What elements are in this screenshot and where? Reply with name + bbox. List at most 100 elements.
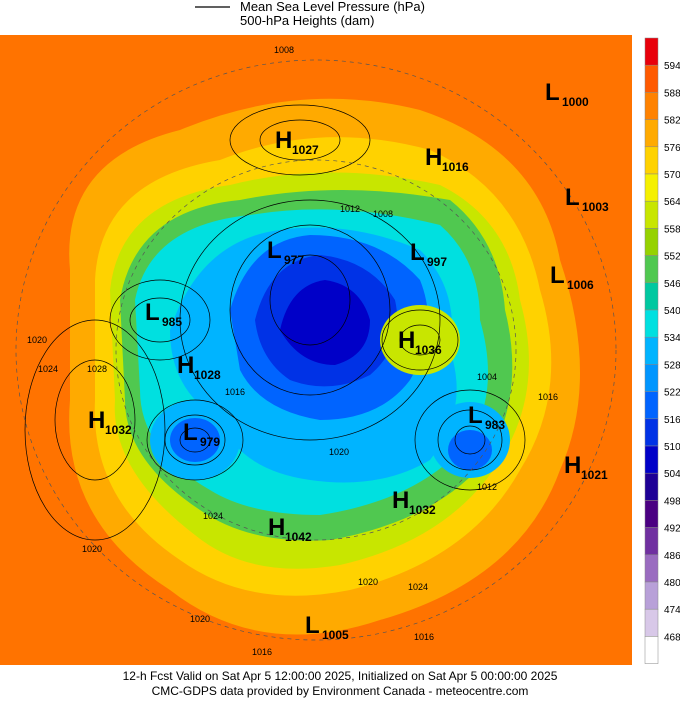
colorbar-swatch <box>644 173 659 202</box>
colorbar-label: 528 <box>664 360 680 371</box>
colorbar-swatch <box>644 282 659 311</box>
colorbar-label: 504 <box>664 469 680 480</box>
pressure-center-type: L <box>305 612 320 639</box>
colorbar-label: 522 <box>664 388 680 399</box>
colorbar-swatch <box>644 309 659 338</box>
colorbar-swatch <box>644 364 659 392</box>
pressure-center-type: L <box>550 262 565 289</box>
pressure-center-value: 985 <box>162 315 182 329</box>
colorbar-swatch <box>644 581 659 610</box>
isobar-label: 1020 <box>82 544 102 554</box>
isobar-label: 1020 <box>27 335 47 345</box>
isobars <box>15 59 617 641</box>
colorbar-swatch <box>644 500 659 528</box>
colorbar-label: 588 <box>664 88 680 99</box>
pressure-center-type: H <box>398 327 415 354</box>
colorbar-label: 516 <box>664 415 680 426</box>
pressure-center-type: L <box>565 184 580 211</box>
colorbar-swatch <box>644 418 659 447</box>
colorbar-swatch <box>644 200 659 229</box>
colorbar-label: 486 <box>664 551 680 562</box>
colorbar-swatch <box>644 146 659 175</box>
height-field <box>0 35 632 665</box>
pressure-center-value: 1027 <box>292 143 319 157</box>
isobar-label: 1008 <box>274 45 294 55</box>
colorbar-swatch <box>644 228 659 256</box>
colorbar-swatch <box>644 445 659 474</box>
colorbar-label: 558 <box>664 224 680 235</box>
pressure-center-type: H <box>392 487 409 514</box>
colorbar-swatch <box>644 391 659 420</box>
isobar-label: 1020 <box>190 614 210 624</box>
pressure-center-value: 977 <box>284 253 304 267</box>
colorbar-swatch <box>644 636 659 664</box>
pressure-center-value: 1032 <box>409 503 436 517</box>
colorbar-label: 546 <box>664 279 680 290</box>
colorbar-label: 510 <box>664 442 680 453</box>
pressure-center-type: L <box>183 419 198 446</box>
pressure-center-type: H <box>88 407 105 434</box>
colorbar-label: 480 <box>664 578 680 589</box>
pressure-center-value: 1021 <box>581 468 608 482</box>
isobar-label: 1016 <box>538 392 558 402</box>
pressure-center-type: L <box>267 237 282 264</box>
colorbar-label: 534 <box>664 333 680 344</box>
colorbar-label: 564 <box>664 197 680 208</box>
colorbar-swatch <box>644 255 659 284</box>
pressure-center-value: 997 <box>427 255 447 269</box>
colorbar-swatch <box>644 64 659 93</box>
isobar-label: 1024 <box>408 582 428 592</box>
colorbar-label: 570 <box>664 170 680 181</box>
colorbar-label: 576 <box>664 143 680 154</box>
pressure-center-type: H <box>425 144 442 171</box>
isobar-label: 1016 <box>225 387 245 397</box>
isobar-label: 1004 <box>477 372 497 382</box>
isobar-label: 1016 <box>252 647 272 657</box>
pressure-center-value: 1005 <box>322 628 349 642</box>
pressure-center-type: L <box>545 79 560 106</box>
isobar-label: 1012 <box>340 204 360 214</box>
pressure-center-value: 983 <box>485 418 505 432</box>
colorbar-swatch <box>644 92 659 120</box>
legend-line-label: Mean Sea Level Pressure (hPa) <box>240 0 425 14</box>
legend-fill-label: 500-hPa Heights (dam) <box>240 13 374 28</box>
colorbar-swatch <box>644 336 659 365</box>
colorbar-label: 468 <box>664 632 680 643</box>
colorbar-swatch <box>644 472 659 501</box>
pressure-center-type: H <box>268 514 285 541</box>
pressure-center-value: 1042 <box>285 530 312 544</box>
pressure-center-type: H <box>564 452 581 479</box>
colorbar-swatch <box>644 37 659 66</box>
colorbar-swatch <box>644 554 659 583</box>
pressure-center-type: L <box>145 299 160 326</box>
pressure-center-value: 1032 <box>105 423 132 437</box>
pressure-center-type: L <box>410 239 425 266</box>
colorbar-label: 498 <box>664 496 680 507</box>
pressure-center-type: L <box>468 402 483 429</box>
pressure-center-value: 1016 <box>442 160 469 174</box>
pressure-center-value: 1003 <box>582 200 609 214</box>
colorbar-label: 594 <box>664 61 680 72</box>
pressure-center-value: 979 <box>200 435 220 449</box>
pressure-center-type: H <box>275 127 292 154</box>
isobar-label: 1020 <box>358 577 378 587</box>
footer-line: 12-h Fcst Valid on Sat Apr 5 12:00:00 20… <box>123 669 558 683</box>
isobar-label: 1016 <box>414 632 434 642</box>
colorbar-swatch <box>644 119 659 148</box>
pressure-center-value: 1028 <box>194 368 221 382</box>
pressure-center-value: 1036 <box>415 343 442 357</box>
isobar-label: 1012 <box>477 482 497 492</box>
pressure-center-type: H <box>177 352 194 379</box>
colorbar-label: 552 <box>664 252 680 263</box>
colorbar-label: 474 <box>664 605 680 616</box>
isobar-label: 1020 <box>329 447 349 457</box>
colorbar-label: 540 <box>664 306 680 317</box>
pressure-center-value: 1006 <box>567 278 594 292</box>
isobar-label: 1024 <box>38 364 58 374</box>
pressure-center-value: 1000 <box>562 95 589 109</box>
footer-line: CMC-GDPS data provided by Environment Ca… <box>152 684 529 698</box>
isobar-label: 1024 <box>203 511 223 521</box>
colorbar-swatch <box>644 527 659 556</box>
colorbar-swatch <box>644 608 659 637</box>
